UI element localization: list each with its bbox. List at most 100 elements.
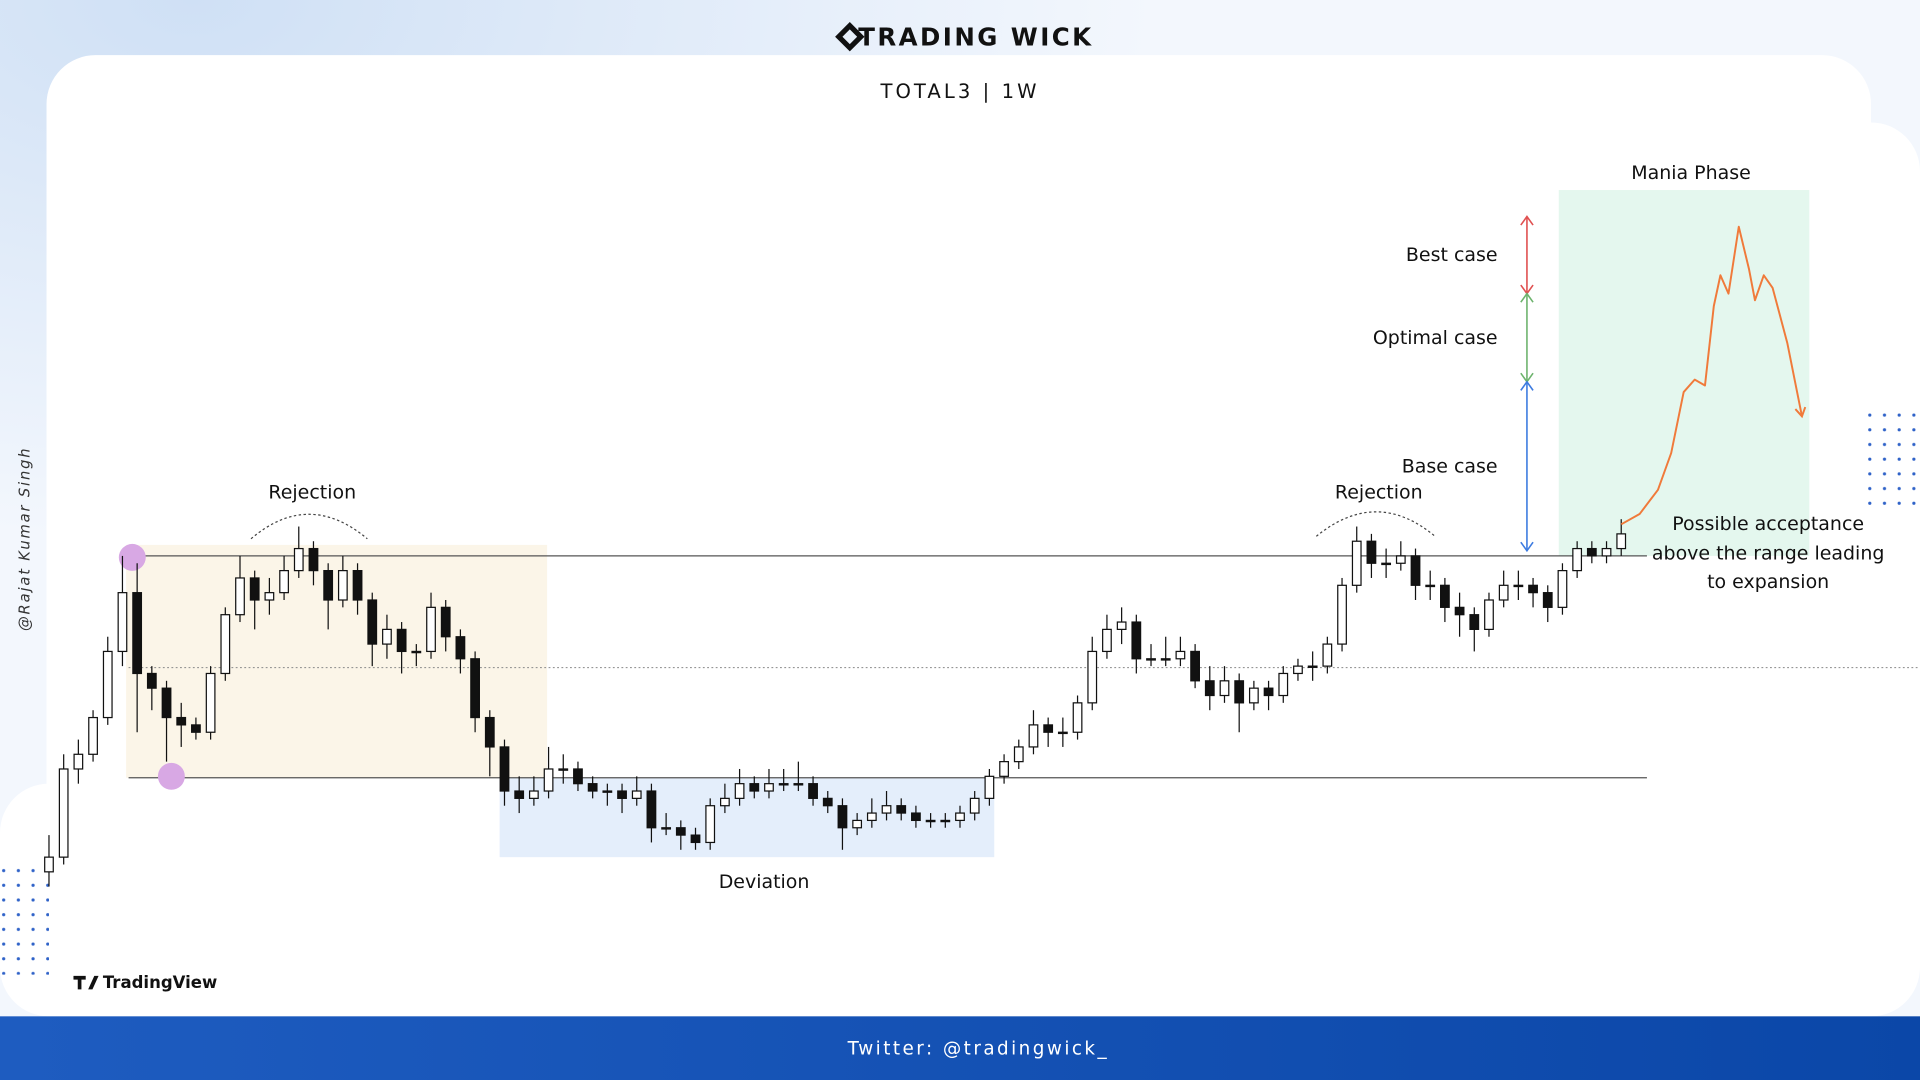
candle-body [279,570,289,594]
candle-body [146,672,157,689]
candle-body [1013,746,1024,763]
candle-body [602,790,613,793]
candle-body [1293,665,1303,675]
logo-icon [835,22,865,52]
candle-body [778,783,789,786]
brand: TRADING WICK [858,22,1093,51]
candle-body [440,606,451,638]
scenario-label: Optimal case [1373,327,1498,349]
candle-body [1234,680,1245,704]
candle-body [1160,658,1171,661]
candle-body [1190,650,1200,682]
candle-body [1572,547,1583,572]
candle-body [191,724,201,733]
candle-body [866,812,877,822]
candle-body [1204,680,1215,697]
annotation: Possible acceptance [1672,513,1864,535]
candle-body [1322,643,1333,667]
watermark: @Rajat Kumar Singh [16,447,33,631]
candle-body [1087,650,1098,704]
candle-body [1410,555,1421,586]
candle-body [984,775,995,799]
candle-body [808,783,818,799]
candle-body [1586,547,1597,557]
candle-body [1557,570,1568,608]
dot-pattern [1866,406,1920,510]
candle-body [352,570,363,601]
candle-body [1484,599,1494,631]
candle-body [499,746,510,792]
candle-body [426,606,436,653]
candle-body [484,716,495,748]
candle-body [102,650,113,719]
scenario-label: Base case [1402,455,1498,477]
candle-body [955,812,965,822]
candle-body [690,834,701,844]
candle-body [1043,724,1054,733]
candle-body [558,768,569,771]
rejection-arc [250,513,368,540]
candle-body [1057,731,1068,735]
annotation: above the range leading [1652,543,1884,565]
candle-body [88,716,98,755]
annotation: Rejection [268,481,356,503]
candle-body [852,819,863,829]
candle-body [1440,584,1450,608]
footer-band [0,1016,1920,1080]
candle-body [969,797,980,814]
candle-body [293,547,304,572]
zone [1558,190,1810,556]
candle-body [1028,724,1039,748]
candle-body [1542,592,1553,608]
candle-body [117,592,128,653]
candle-body [999,761,1009,777]
candle-body [925,819,936,823]
candle-body [793,783,804,786]
candle-body [470,658,481,719]
candle-body [749,783,760,792]
candle-body [176,716,187,726]
zone [126,544,548,778]
candle-body [205,672,216,733]
candle-body [1454,606,1465,616]
candle-body [675,827,686,836]
candle-body [1131,621,1142,660]
card-corner [1812,122,1920,1017]
candle-body [220,614,231,675]
candle-body [617,790,627,799]
annotation: Rejection [1335,481,1423,503]
annotation: Mania Phase [1631,162,1751,184]
candle-body [734,783,745,799]
candle-body [1366,540,1377,564]
projection-line [1620,225,1803,526]
candle-body [661,827,672,830]
candle-body [573,768,583,785]
candle-body [822,797,833,807]
candle-body [1072,702,1083,733]
candle-body [911,812,921,822]
candle-body [1146,658,1156,661]
candle-body [1278,672,1289,697]
projection-arrowhead [1794,406,1807,419]
candle-body [161,687,172,719]
candle-body [1175,650,1186,660]
candle-body [382,628,392,645]
candle-body [837,805,848,829]
candle-body [881,805,892,814]
candle-body [1307,665,1318,668]
candle-body [44,856,54,873]
candle-body [705,805,716,844]
candle-body [367,599,378,645]
candle-body [1116,621,1127,631]
rejection-arc [1315,511,1436,537]
scenario-label: Best case [1406,244,1498,266]
candle-body [1528,584,1538,594]
scenario-arrowhead [1520,380,1534,553]
candle-body [587,783,598,792]
footer-text: Twitter: @tradingwick_ [847,1038,1110,1059]
candle-body [396,628,407,653]
candle-body [543,768,554,792]
candle-body [764,783,774,792]
candle-body [940,819,951,823]
candle-body [411,650,422,654]
